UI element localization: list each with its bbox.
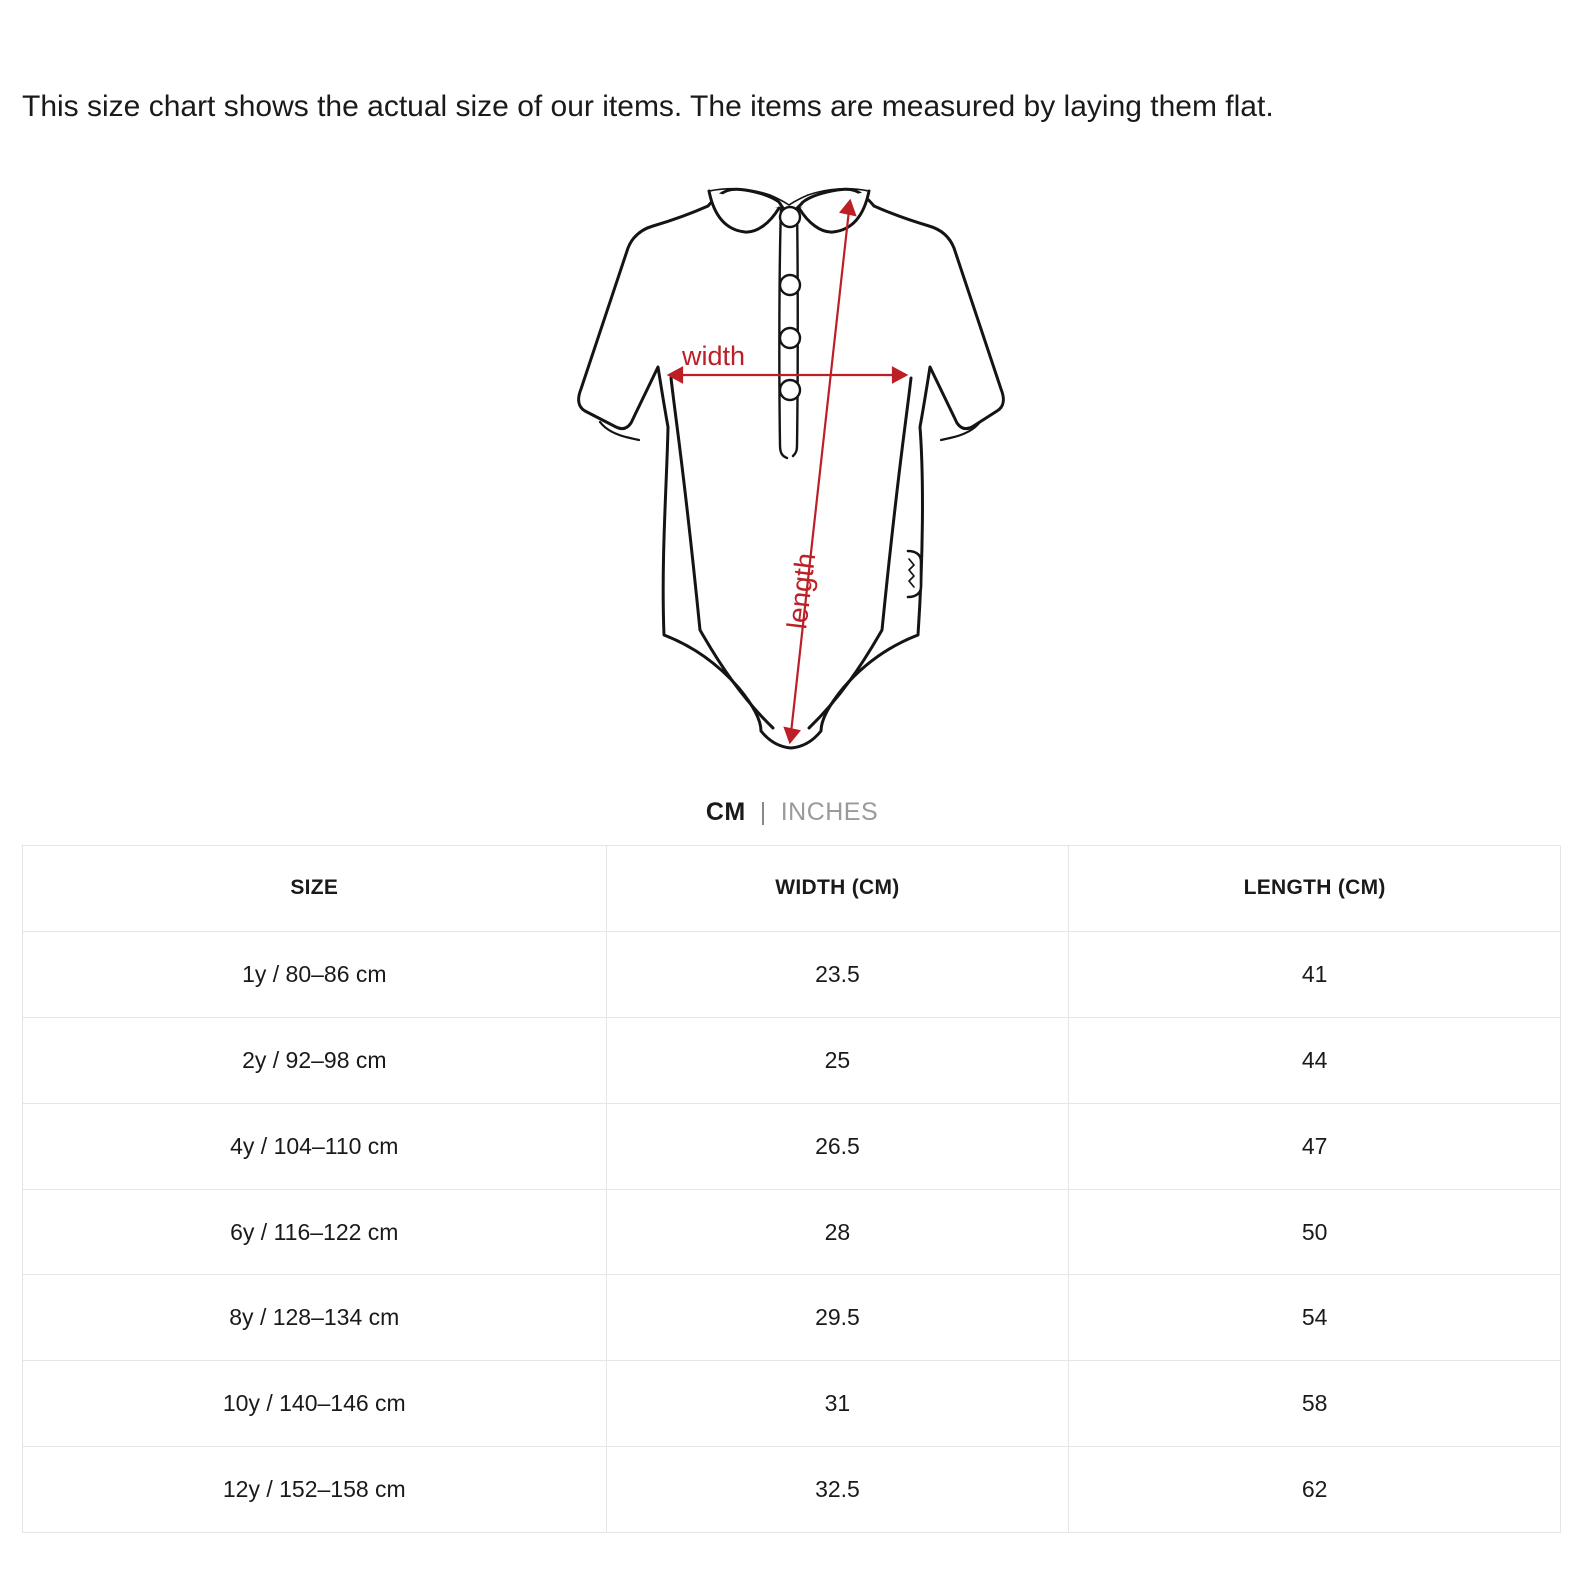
svg-text:length: length bbox=[781, 551, 821, 631]
svg-text:width: width bbox=[681, 341, 745, 371]
